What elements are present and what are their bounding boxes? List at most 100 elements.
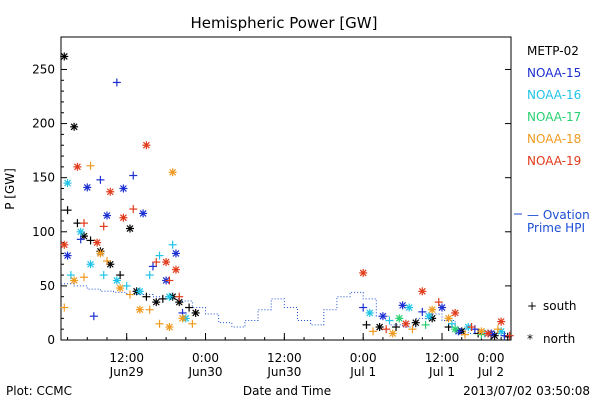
north-point <box>165 292 174 301</box>
y-tick-label: 200 <box>32 117 55 131</box>
north-point <box>135 305 144 314</box>
marker-legend-south-symbol: + <box>527 299 537 313</box>
south-point <box>155 319 164 328</box>
south-point <box>362 320 371 329</box>
south-point <box>99 222 108 231</box>
north-point <box>451 325 460 334</box>
north-point <box>79 232 88 241</box>
north-point <box>119 184 128 193</box>
north-point <box>401 319 410 328</box>
south-point <box>63 206 72 215</box>
marker-legend: + south * north <box>527 299 577 346</box>
north-point <box>139 209 148 218</box>
north-point <box>378 312 387 321</box>
north-point <box>119 213 128 222</box>
x-tick-time-label: 12:00 <box>267 351 302 365</box>
footer-timestamp: 2013/07/02 03:50:08 <box>463 384 590 398</box>
north-point <box>424 312 433 321</box>
ovation-legend-line1: — Ovation <box>527 208 590 222</box>
south-point <box>76 235 85 244</box>
north-point <box>395 314 404 323</box>
x-tick-time-label: 0:00 <box>350 351 377 365</box>
north-point <box>178 314 187 323</box>
north-point <box>168 168 177 177</box>
south-point <box>408 325 417 334</box>
north-point <box>365 308 374 317</box>
north-point <box>135 287 144 296</box>
south-point <box>185 303 194 312</box>
south-point <box>434 298 443 307</box>
marker-legend-north-symbol: * <box>527 332 533 346</box>
south-point <box>86 236 95 245</box>
marker-legend-north-label: north <box>543 332 575 346</box>
south-point <box>447 319 456 328</box>
x-tick-time-label: 0:00 <box>192 351 219 365</box>
south-point <box>392 323 401 332</box>
north-point <box>171 265 180 274</box>
north-point <box>162 258 171 267</box>
south-point <box>421 320 430 329</box>
north-point <box>93 238 102 247</box>
south-point <box>467 323 476 332</box>
north-point <box>359 268 368 277</box>
north-point <box>60 52 69 61</box>
x-tick-date-label: Jun29 <box>109 365 144 379</box>
legend-entry: NOAA-17 <box>527 110 581 124</box>
north-point <box>444 314 453 323</box>
south-point <box>148 262 157 271</box>
south-point <box>79 219 88 228</box>
south-point <box>145 271 154 280</box>
north-point <box>86 260 95 269</box>
y-axis-label: P [GW] <box>3 168 17 210</box>
south-point <box>505 331 514 340</box>
north-point <box>70 122 79 131</box>
north-point <box>83 183 92 192</box>
south-point <box>122 281 131 290</box>
south-point <box>66 271 75 280</box>
north-point <box>106 187 115 196</box>
south-point <box>175 292 184 301</box>
south-point <box>152 258 161 267</box>
north-point <box>96 249 105 258</box>
x-axis-label: Date and Time <box>243 384 331 398</box>
south-point <box>89 312 98 321</box>
data-points-layer <box>60 52 514 341</box>
legend-entry: NOAA-16 <box>527 88 581 102</box>
north-point <box>116 284 125 293</box>
x-tick-date-label: Jun30 <box>266 365 301 379</box>
x-tick-time-label: 0:00 <box>478 351 505 365</box>
footer-plot-credit: Plot: CCMC <box>6 384 72 398</box>
north-point <box>102 211 111 220</box>
south-point <box>503 332 512 341</box>
marker-legend-south-label: south <box>543 299 577 313</box>
south-point <box>129 205 138 214</box>
north-point <box>152 298 161 307</box>
ovation-legend: — Ovation Prime HPI <box>514 208 590 235</box>
south-point <box>102 257 111 266</box>
x-tick-date-label: Jul 1 <box>428 365 455 379</box>
north-point <box>477 327 486 336</box>
north-point <box>418 287 427 296</box>
y-tick-label: 0 <box>47 333 55 347</box>
x-tick-date-label: Jul 1 <box>349 365 376 379</box>
south-point <box>165 276 174 285</box>
north-point <box>76 227 85 236</box>
north-point <box>106 260 115 269</box>
ovation-legend-line2: Prime HPI <box>527 221 585 235</box>
south-point <box>385 316 394 325</box>
north-point <box>73 162 82 171</box>
north-point <box>388 329 397 338</box>
north-point <box>63 251 72 260</box>
north-point <box>428 305 437 314</box>
south-point <box>369 327 378 336</box>
legend: METP-02 NOAA-15 NOAA-16 NOAA-17 NOAA-18 NOAA-… <box>527 44 581 168</box>
legend-entry: METP-02 <box>527 44 579 58</box>
x-tick-time-label: 12:00 <box>109 351 144 365</box>
south-point <box>359 303 368 312</box>
south-point <box>158 294 167 303</box>
south-point <box>168 240 177 249</box>
north-point <box>411 318 420 327</box>
y-tick-label: 150 <box>32 171 55 185</box>
south-point <box>129 171 138 180</box>
